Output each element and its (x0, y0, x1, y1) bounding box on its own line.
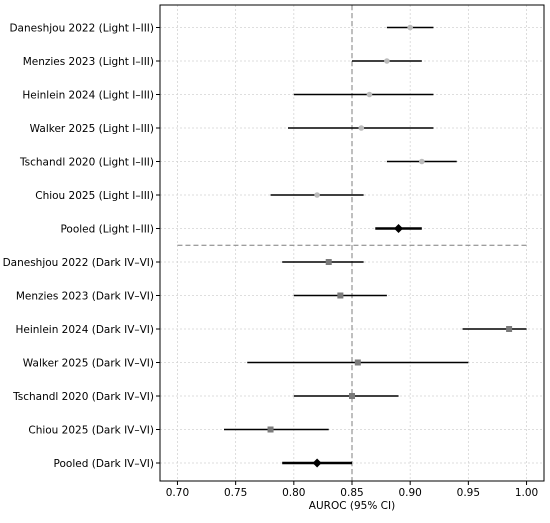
row-label: Walker 2025 (Light I–III) (30, 123, 154, 135)
point-marker (384, 58, 390, 64)
point-marker (506, 326, 513, 332)
pooled-diamond-marker (312, 458, 322, 468)
x-tick-label: 0.90 (398, 487, 421, 499)
x-tick-label: 1.00 (515, 487, 538, 499)
row-label: Menzies 2023 (Dark IV–VI) (16, 290, 154, 302)
row-label: Tschandl 2020 (Light I–III) (19, 156, 154, 168)
point-marker (267, 426, 274, 433)
point-marker (337, 292, 344, 299)
point-marker (314, 192, 320, 198)
x-axis-title: AUROC (95% CI) (309, 500, 395, 512)
x-tick-label: 0.75 (224, 487, 247, 499)
row-label: Walker 2025 (Dark IV–VI) (23, 357, 154, 369)
x-tick-label: 0.80 (282, 487, 305, 499)
point-marker (325, 259, 332, 265)
x-tick-label: 0.70 (166, 487, 189, 499)
point-marker (354, 359, 361, 366)
row-label: Chiou 2025 (Dark IV–VI) (28, 424, 154, 436)
point-marker (407, 24, 413, 31)
marks-layer (224, 24, 527, 468)
row-label: Daneshjou 2022 (Light I–III) (9, 22, 154, 34)
point-marker (366, 91, 373, 98)
row-label: Heinlein 2024 (Dark IV–VI) (15, 324, 154, 336)
row-label: Pooled (Light I–III) (60, 223, 154, 235)
plot-frame (159, 4, 545, 482)
row-labels: Daneshjou 2022 (Light I–III) Menzies 2023… (3, 22, 160, 470)
row-label: Menzies 2023 (Light I–III) (23, 56, 154, 68)
row-label: Heinlein 2024 (Light I–III) (22, 89, 154, 101)
point-marker (358, 125, 365, 131)
row-label: Daneshjou 2022 (Dark IV–VI) (3, 257, 154, 269)
x-tick-label: 0.85 (340, 487, 363, 499)
row-label: Chiou 2025 (Light I–III) (35, 190, 154, 202)
x-tick-label: 0.95 (457, 487, 480, 499)
point-marker (419, 158, 425, 165)
row-label: Tschandl 2020 (Dark IV–VI) (12, 391, 154, 403)
pooled-diamond-marker (394, 224, 404, 233)
point-marker (349, 393, 355, 399)
row-label: Pooled (Dark IV–VI) (54, 458, 154, 470)
x-ticks: 0.70 0.75 0.80 0.85 0.90 0.95 1.00 (166, 481, 538, 499)
